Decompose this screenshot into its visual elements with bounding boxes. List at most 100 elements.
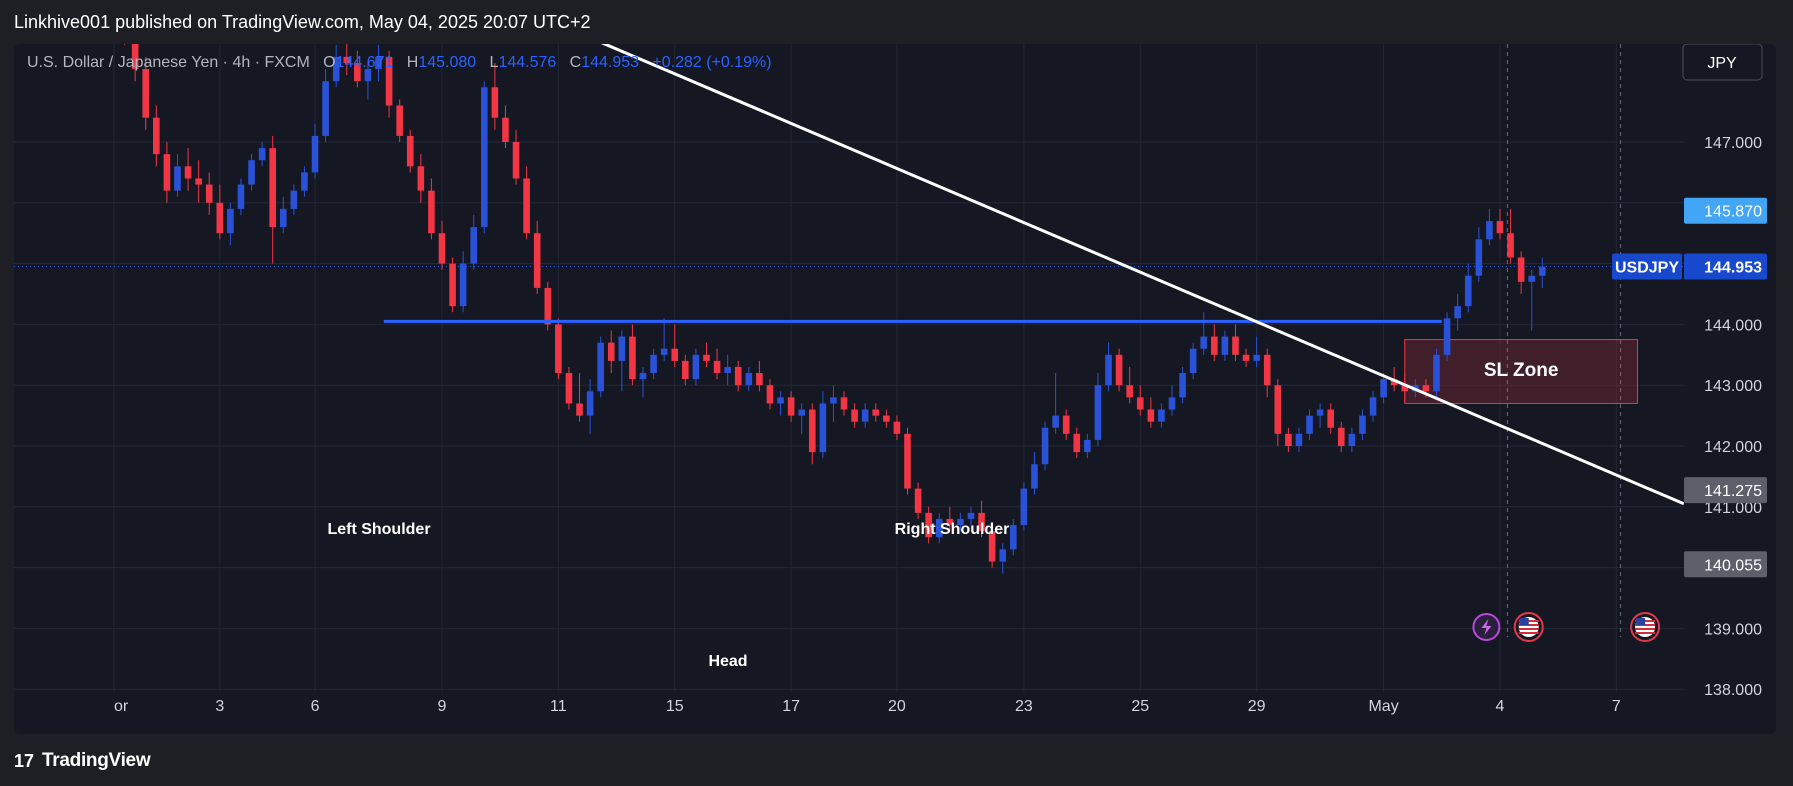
candle-body bbox=[142, 69, 150, 118]
candle-body bbox=[1475, 239, 1483, 276]
candle-body bbox=[597, 342, 604, 392]
price-marker-140055-bg bbox=[1684, 551, 1767, 578]
price-tick-label[interactable]: 142.000 bbox=[1704, 439, 1762, 456]
price-tick-label[interactable]: 143.000 bbox=[1704, 378, 1762, 395]
candle-body bbox=[1221, 336, 1229, 355]
candle bbox=[1507, 208, 1514, 264]
candle-body bbox=[258, 148, 266, 161]
candle-body bbox=[1327, 409, 1334, 428]
candle-body bbox=[1486, 221, 1493, 240]
tradingview-logo-text[interactable]: TradingView bbox=[42, 750, 151, 771]
candle bbox=[1094, 373, 1102, 446]
x-tick-label[interactable]: 15 bbox=[666, 698, 684, 715]
candle-body bbox=[914, 488, 922, 513]
candle-body bbox=[618, 336, 626, 361]
candle-body bbox=[163, 154, 171, 191]
candle bbox=[406, 129, 414, 173]
x-tick-label[interactable]: 17 bbox=[782, 698, 800, 715]
x-tick-label[interactable]: 7 bbox=[1612, 698, 1621, 715]
candle-body bbox=[1084, 439, 1091, 453]
us-flag-event-icon[interactable] bbox=[1513, 612, 1544, 642]
price-axis-bg bbox=[1684, 44, 1776, 734]
candle-body bbox=[978, 512, 985, 532]
candle-body bbox=[174, 166, 181, 191]
price-marker-145870-text: 145.870 bbox=[1704, 204, 1762, 221]
us-flag-event-icon[interactable] bbox=[1630, 612, 1661, 642]
candle-body bbox=[1052, 415, 1059, 428]
price-marker-145870-bg bbox=[1684, 197, 1767, 224]
label-left-shoulder: Left Shoulder bbox=[327, 521, 430, 538]
candle-body bbox=[1390, 379, 1398, 386]
lightning-event-icon[interactable] bbox=[1472, 613, 1501, 641]
candlestick-chart[interactable]: Left Shoulder Head Right Shoulder SL Zone or… bbox=[14, 44, 1776, 734]
candle-body bbox=[671, 348, 679, 361]
candle bbox=[417, 154, 425, 203]
chart-frame[interactable]: Left Shoulder Head Right Shoulder SL Zone or… bbox=[14, 44, 1776, 734]
x-tick-label[interactable]: May bbox=[1368, 698, 1398, 715]
candle-body bbox=[1115, 354, 1123, 386]
candle bbox=[322, 69, 329, 142]
currency-button[interactable] bbox=[1682, 44, 1763, 81]
candle-body bbox=[1158, 409, 1165, 422]
x-tick-label[interactable]: 23 bbox=[1015, 698, 1033, 715]
candle-body bbox=[459, 263, 467, 307]
x-tick-label[interactable]: 11 bbox=[550, 698, 567, 715]
tradingview-logo-icon[interactable]: 17 bbox=[14, 750, 35, 771]
candle bbox=[491, 62, 499, 130]
candle bbox=[597, 336, 604, 398]
x-tick-label[interactable]: 25 bbox=[1131, 698, 1149, 715]
candle-body bbox=[1253, 354, 1260, 361]
candle bbox=[1168, 385, 1176, 416]
x-tick-label[interactable]: 4 bbox=[1496, 698, 1505, 715]
candle bbox=[1454, 294, 1461, 331]
candle bbox=[1263, 348, 1271, 398]
candle-body bbox=[819, 403, 827, 453]
price-tick-label[interactable]: 138.000 bbox=[1704, 682, 1762, 699]
candle bbox=[713, 348, 721, 380]
x-tick-label[interactable]: 3 bbox=[215, 698, 224, 715]
price-tick-label[interactable]: 144.000 bbox=[1704, 317, 1762, 334]
x-tick-label[interactable]: or bbox=[114, 698, 129, 715]
candle bbox=[375, 44, 382, 82]
candle bbox=[195, 160, 202, 203]
x-tick-label[interactable]: 6 bbox=[311, 698, 320, 715]
x-tick-label[interactable]: 20 bbox=[888, 698, 906, 715]
candle-body bbox=[925, 512, 932, 538]
candle-body bbox=[808, 409, 816, 453]
price-tick-label[interactable]: 147.000 bbox=[1704, 135, 1762, 152]
candle bbox=[671, 324, 679, 367]
candle bbox=[1475, 227, 1483, 282]
candle-body bbox=[227, 208, 234, 234]
candle bbox=[914, 482, 922, 519]
candle-body bbox=[428, 190, 435, 234]
x-tick-label[interactable]: 9 bbox=[438, 698, 447, 715]
candle-body bbox=[1517, 257, 1525, 282]
candle-body bbox=[650, 354, 657, 374]
candle bbox=[650, 348, 657, 380]
candle-body bbox=[713, 360, 721, 374]
candle bbox=[840, 391, 848, 416]
candle-body bbox=[1369, 397, 1377, 416]
currency-label: JPY bbox=[1707, 55, 1737, 72]
candle bbox=[1285, 427, 1292, 453]
candle-body bbox=[851, 409, 858, 422]
candle bbox=[131, 44, 139, 82]
price-tick-label[interactable]: 139.000 bbox=[1704, 621, 1762, 638]
candle-body bbox=[1263, 354, 1271, 386]
symbol-name: U.S. Dollar / Japanese Yen · 4h · FXCM bbox=[27, 54, 310, 71]
candle bbox=[1274, 379, 1282, 446]
candle-body bbox=[1242, 354, 1250, 361]
candle bbox=[1306, 409, 1313, 440]
candle-body bbox=[1401, 385, 1409, 392]
candle-body bbox=[205, 184, 213, 203]
x-tick-label[interactable]: 29 bbox=[1248, 698, 1266, 715]
price-tick-label[interactable]: 141.000 bbox=[1704, 500, 1762, 517]
candle bbox=[1084, 433, 1091, 459]
candle-body bbox=[988, 531, 996, 562]
candle bbox=[544, 281, 552, 331]
candle-body bbox=[406, 135, 414, 167]
candle bbox=[766, 379, 774, 410]
candle-body bbox=[830, 397, 837, 404]
candle bbox=[893, 415, 901, 440]
candle bbox=[279, 196, 287, 234]
